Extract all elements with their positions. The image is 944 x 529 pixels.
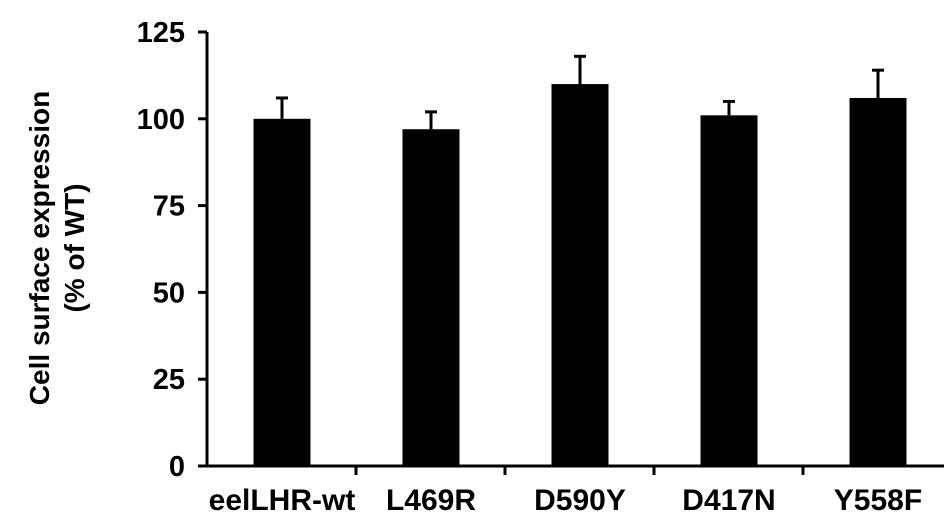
- y-axis-title-line1: Cell surface expression: [24, 91, 55, 405]
- x-category-label: D590Y: [534, 484, 626, 517]
- x-category-label: L469R: [386, 484, 476, 517]
- plot-area: 0 25 50 75 100 125 eelLHR-wt L469R D590Y D417N Y55…: [137, 17, 944, 517]
- bar: [849, 97, 907, 466]
- bar: [253, 118, 311, 467]
- y-tick-label: 0: [169, 451, 185, 483]
- bar: [402, 129, 460, 466]
- y-tick-label: 75: [153, 191, 185, 223]
- x-category-label: Y558F: [834, 484, 922, 517]
- x-category-label: eelLHR-wt: [209, 484, 356, 517]
- y-axis-title: Cell surface expression (% of WT): [24, 91, 90, 405]
- y-axis-title-line2: (% of WT): [59, 183, 90, 312]
- bar: [551, 84, 609, 466]
- x-category-label: D417N: [682, 484, 775, 517]
- y-tick-label: 25: [153, 364, 185, 396]
- y-tick-label: 100: [137, 104, 185, 136]
- bar: [700, 115, 758, 466]
- y-tick-label: 50: [153, 277, 185, 309]
- y-tick-label: 125: [137, 17, 185, 49]
